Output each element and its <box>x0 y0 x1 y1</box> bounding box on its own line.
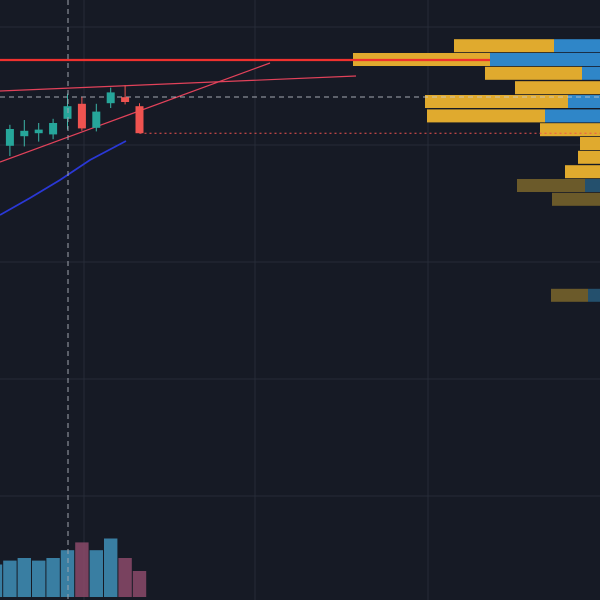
volume-bar <box>60 550 75 597</box>
volume-bar <box>3 560 17 597</box>
volume-bar <box>46 558 60 597</box>
volume-profile-buy-bar <box>517 179 585 192</box>
volume-profile-buy-bar <box>454 39 554 53</box>
candle[interactable] <box>49 118 58 140</box>
volume-bar <box>17 558 31 597</box>
volume-profile-buy-bar <box>515 81 600 95</box>
candle-body <box>92 111 101 128</box>
candle-body <box>20 130 29 137</box>
candle-body <box>135 106 144 134</box>
candle-body <box>77 103 86 129</box>
candle-body <box>106 92 115 104</box>
volume-bar <box>104 538 118 597</box>
candle-body <box>49 123 58 135</box>
volume-profile-sell-bar <box>585 179 600 192</box>
candle[interactable] <box>106 87 115 108</box>
volume-profile-sell-bar <box>588 288 600 302</box>
candle-body <box>121 97 130 102</box>
volume-bar <box>0 564 3 597</box>
upper-trendline <box>0 75 357 92</box>
volume-profile-sell-bar <box>545 109 600 123</box>
chart-overlays <box>0 58 600 216</box>
candle-body <box>34 129 43 134</box>
volume-bar <box>132 571 147 597</box>
volume-profile-buy-bar <box>580 137 600 150</box>
volume-profile-sell-bar <box>554 39 600 53</box>
candle[interactable] <box>121 85 130 105</box>
candle[interactable] <box>20 120 29 147</box>
candle[interactable] <box>135 103 144 134</box>
volume-bar <box>75 542 89 597</box>
candle[interactable] <box>34 123 43 142</box>
moving-average-line <box>0 140 127 216</box>
volume-bar <box>32 560 46 597</box>
volume-profile-buy-bar <box>425 95 568 108</box>
volume-profile-buy-bar <box>485 66 582 80</box>
volume-profile-sell-bar <box>490 53 600 66</box>
volume-bar <box>89 550 103 597</box>
volume-profile-buy-bar <box>578 150 600 164</box>
volume-bar <box>118 558 132 597</box>
volume-bars <box>0 538 147 597</box>
candle[interactable] <box>5 124 14 156</box>
volume-profile-buy-bar <box>540 123 600 137</box>
volume-profile-buy-bar <box>551 288 588 302</box>
candle[interactable] <box>77 97 86 131</box>
candle[interactable] <box>92 103 101 132</box>
volume-profile-buy-bar <box>427 109 545 123</box>
volume-profile-buy-bar <box>552 192 600 206</box>
volume-profile <box>353 39 600 302</box>
candle-body <box>5 129 14 146</box>
volume-profile-sell-bar <box>568 95 600 108</box>
volume-profile-buy-bar <box>565 165 600 179</box>
lower-trendline <box>0 62 271 163</box>
volume-profile-sell-bar <box>582 66 600 80</box>
